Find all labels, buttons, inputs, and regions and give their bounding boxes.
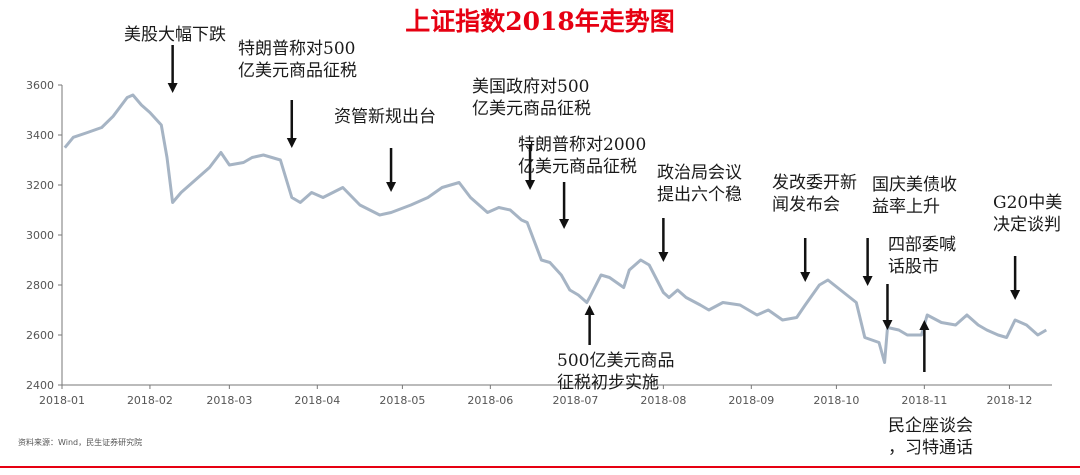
x-tick-label: 2018-06 bbox=[467, 394, 513, 407]
annotation-arrow-head bbox=[286, 138, 297, 148]
annotation-label: 国庆美债收 益率上升 bbox=[872, 175, 957, 217]
annotation-label: 发改委开新 闻发布会 bbox=[772, 173, 857, 215]
annotation-arrow-head bbox=[919, 320, 930, 330]
annotation-label: G20中美 决定谈判 bbox=[993, 193, 1063, 235]
x-tick-label: 2018-10 bbox=[813, 394, 859, 407]
x-tick-label: 2018-11 bbox=[901, 394, 947, 407]
y-tick-label: 3400 bbox=[26, 129, 54, 142]
source-note: 资料来源：Wind，民生证券研究院 bbox=[18, 438, 143, 447]
annotation-arrow-head bbox=[882, 320, 893, 330]
annotation-arrows bbox=[167, 45, 1021, 372]
y-tick-label: 2800 bbox=[26, 279, 54, 292]
x-ticks: 2018-01 2018-02 2018-03 2018-04 2018-05 2018-… bbox=[39, 385, 1032, 407]
annotation-label: 特朗普称对2000 亿美元商品征税 bbox=[518, 135, 647, 177]
x-tick-label: 2018-04 bbox=[294, 394, 340, 407]
annotation-arrow-head bbox=[525, 180, 536, 190]
annotation-arrow-head bbox=[1010, 290, 1021, 300]
bottom-rule bbox=[0, 466, 1080, 468]
chart-title: 上证指数2018年走势图 bbox=[405, 7, 675, 36]
y-tick-label: 3200 bbox=[26, 179, 54, 192]
series-line bbox=[63, 93, 1048, 364]
x-tick-label: 2018-02 bbox=[127, 394, 173, 407]
annotation-label: 美股大幅下跌 bbox=[124, 25, 226, 45]
x-tick-label: 2018-05 bbox=[379, 394, 425, 407]
x-tick-label: 2018-01 bbox=[39, 394, 85, 407]
x-tick-label: 2018-03 bbox=[206, 394, 252, 407]
annotation-arrow-head bbox=[584, 305, 595, 315]
x-tick-label: 2018-12 bbox=[986, 394, 1032, 407]
annotation-label: 政治局会议 提出六个稳 bbox=[657, 163, 742, 205]
annotation-arrow-head bbox=[386, 182, 397, 192]
x-tick-label: 2018-07 bbox=[552, 394, 598, 407]
annotation-label: 四部委喊 话股市 bbox=[888, 235, 956, 277]
annotation-arrow-head bbox=[862, 276, 873, 286]
y-tick-label: 3600 bbox=[26, 79, 54, 92]
annotation-arrow-head bbox=[559, 219, 570, 229]
annotation-label: 资管新规出台 bbox=[334, 107, 436, 127]
y-tick-label: 2600 bbox=[26, 329, 54, 342]
x-tick-label: 2018-09 bbox=[728, 394, 774, 407]
x-tick-label: 2018-08 bbox=[640, 394, 686, 407]
annotation-label: 特朗普称对500 亿美元商品征税 bbox=[238, 39, 357, 81]
annotation-label: 民企座谈会 ，习特通话 bbox=[888, 416, 973, 458]
annotation-arrow-head bbox=[167, 83, 178, 93]
y-ticks: 2400 2600 2800 3000 3200 3400 3600 bbox=[26, 79, 62, 392]
y-tick-label: 3000 bbox=[26, 229, 54, 242]
y-tick-label: 2400 bbox=[26, 379, 54, 392]
annotation-arrow-head bbox=[658, 252, 669, 262]
annotation-label: 美国政府对500 亿美元商品征税 bbox=[472, 77, 591, 119]
annotation-arrow-head bbox=[800, 272, 811, 282]
annotation-label: 500亿美元商品 征税初步实施 bbox=[557, 351, 675, 393]
